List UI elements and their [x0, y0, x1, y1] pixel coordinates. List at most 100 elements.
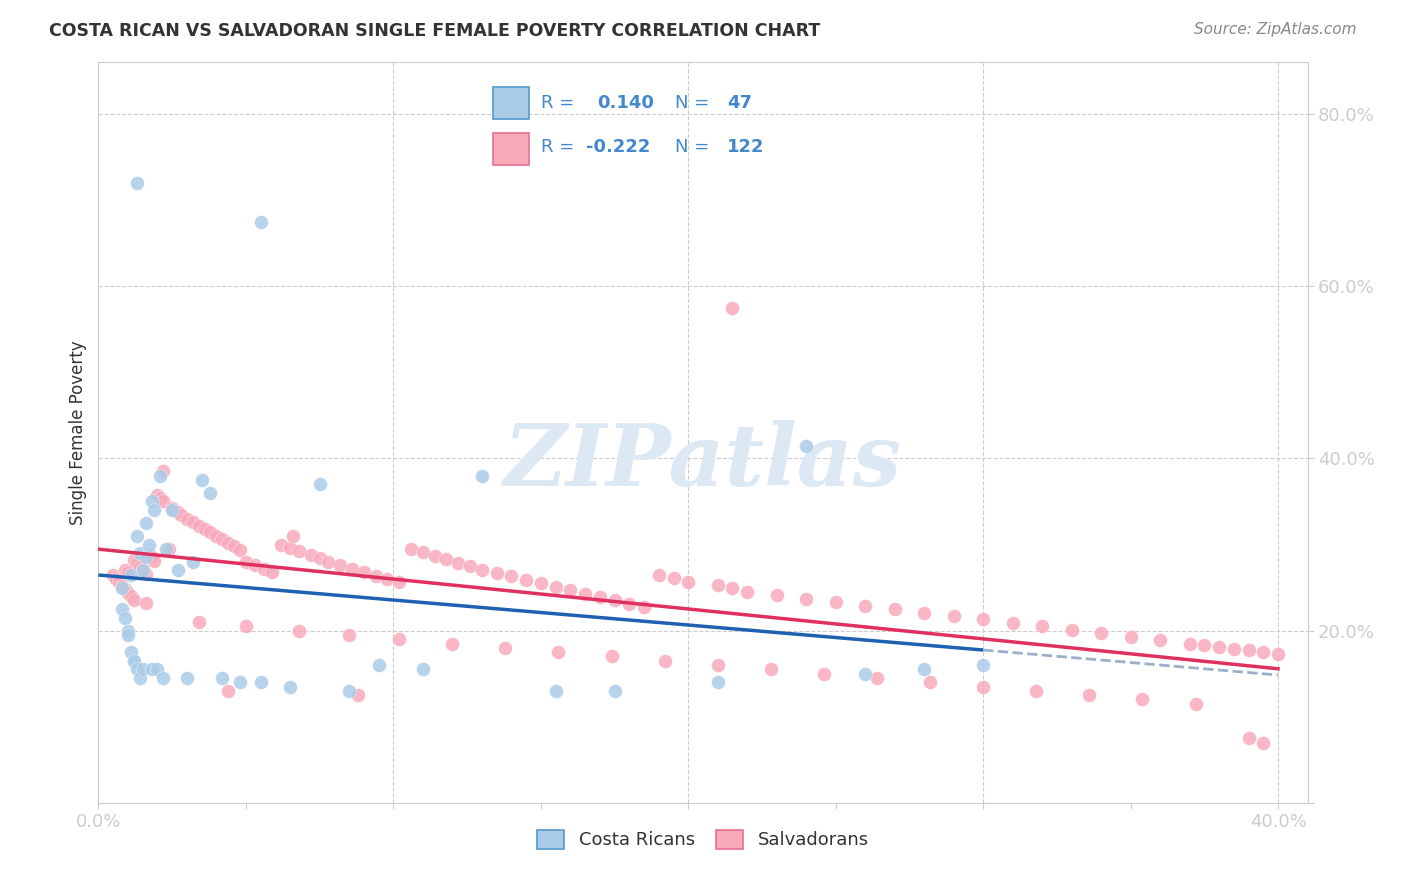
Point — [200, 525, 222, 540]
Point — [883, 602, 905, 616]
Point — [114, 563, 136, 577]
Point — [211, 533, 233, 547]
Point — [117, 586, 139, 600]
Point — [125, 529, 148, 543]
Text: COSTA RICAN VS SALVADORAN SINGLE FEMALE POVERTY CORRELATION CHART: COSTA RICAN VS SALVADORAN SINGLE FEMALE … — [49, 22, 821, 40]
Point — [544, 684, 567, 698]
Point — [155, 541, 177, 556]
Point — [176, 512, 198, 526]
Point — [678, 574, 700, 589]
Point — [377, 572, 399, 586]
Point — [278, 680, 301, 694]
Point — [157, 541, 180, 556]
Point — [1001, 615, 1024, 630]
Point — [181, 555, 204, 569]
Point — [135, 550, 157, 565]
Point — [243, 558, 266, 573]
Point — [1132, 692, 1154, 706]
Point — [229, 675, 252, 690]
Point — [458, 559, 481, 574]
Point — [222, 539, 245, 553]
Point — [143, 503, 166, 517]
Point — [337, 628, 360, 642]
Point — [211, 671, 233, 685]
Point — [1119, 630, 1142, 644]
Point — [589, 590, 612, 604]
Point — [600, 649, 623, 664]
Point — [654, 654, 676, 668]
Point — [501, 569, 523, 583]
Point — [399, 541, 422, 556]
Point — [942, 609, 965, 624]
Point — [187, 518, 209, 533]
Point — [288, 544, 311, 558]
Point — [813, 666, 835, 681]
Legend: Costa Ricans, Salvadorans: Costa Ricans, Salvadorans — [530, 823, 876, 856]
Point — [117, 565, 139, 579]
Point — [281, 529, 304, 543]
Point — [1194, 638, 1216, 652]
Point — [270, 537, 292, 551]
Point — [662, 571, 685, 585]
Point — [547, 645, 569, 659]
Point — [735, 585, 758, 599]
Point — [114, 582, 136, 597]
Point — [235, 619, 257, 633]
Point — [471, 468, 494, 483]
Point — [288, 624, 311, 638]
Point — [706, 675, 728, 690]
Point — [131, 563, 153, 577]
Point — [912, 606, 935, 620]
Point — [128, 546, 150, 560]
Point — [117, 624, 139, 638]
Point — [120, 567, 142, 582]
Point — [176, 671, 198, 685]
Point — [706, 658, 728, 673]
Point — [125, 662, 148, 676]
Point — [423, 549, 446, 563]
Point — [278, 541, 301, 555]
Point — [441, 636, 464, 650]
Point — [167, 505, 190, 519]
Point — [1223, 641, 1246, 656]
Point — [485, 566, 508, 580]
Point — [217, 684, 239, 698]
Point — [1253, 735, 1275, 749]
Point — [190, 473, 212, 487]
Point — [388, 575, 411, 590]
Point — [152, 464, 174, 478]
Point — [262, 565, 284, 579]
Point — [329, 558, 352, 573]
Point — [1267, 647, 1289, 661]
Point — [160, 503, 183, 517]
Point — [170, 508, 193, 523]
Point — [1149, 633, 1171, 648]
Point — [388, 632, 411, 647]
Point — [412, 662, 434, 676]
Point — [149, 491, 172, 505]
Point — [205, 529, 228, 543]
Point — [412, 545, 434, 559]
Point — [574, 586, 596, 600]
Point — [122, 553, 145, 567]
Point — [1060, 623, 1083, 637]
Point — [1184, 697, 1206, 711]
Point — [471, 562, 494, 576]
Point — [633, 600, 655, 615]
Point — [122, 654, 145, 668]
Point — [141, 662, 163, 676]
Point — [117, 628, 139, 642]
Text: Source: ZipAtlas.com: Source: ZipAtlas.com — [1194, 22, 1357, 37]
Point — [105, 572, 128, 586]
Point — [160, 501, 183, 516]
Point — [149, 468, 172, 483]
Point — [603, 593, 626, 607]
Point — [1208, 640, 1230, 654]
Point — [111, 581, 134, 595]
Point — [353, 565, 375, 579]
Point — [249, 215, 271, 229]
Point — [1031, 619, 1053, 633]
Point — [794, 438, 817, 452]
Point — [1178, 636, 1201, 650]
Point — [308, 551, 330, 566]
